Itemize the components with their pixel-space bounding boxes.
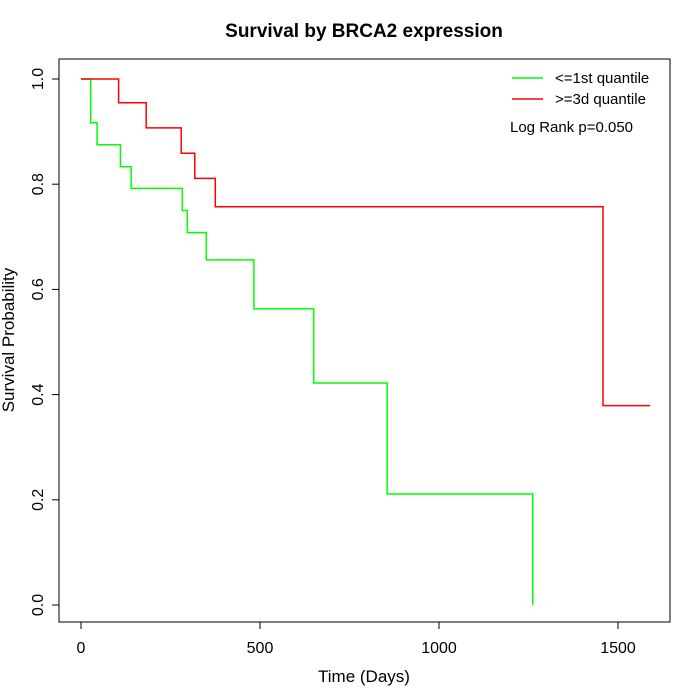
y-tick-label: 0.6 [30,278,47,300]
legend-label-1: >=3d quantile [555,91,646,108]
series-layer [81,78,651,605]
x-tick-label: 500 [247,640,274,657]
x-axis: 0 500 1000 1500 [77,621,636,657]
plot-frame [58,58,671,623]
legend-label-0: <=1st quantile [555,70,649,87]
series-line-1 [81,78,651,407]
legend: <=1st quantile >=3d quantile [512,70,649,108]
x-tick-label: 1500 [600,640,636,657]
y-axis: 0.0 0.2 0.4 0.6 0.8 1.0 [30,68,60,616]
chart-title: Survival by BRCA2 expression [225,21,503,42]
y-tick-label: 0.4 [30,383,47,405]
y-axis-label: Survival Probability [0,267,18,412]
y-tick-label: 0.2 [30,489,47,511]
x-axis-label: Time (Days) [318,667,410,686]
y-tick-label: 0.8 [30,173,47,195]
series-line-0 [81,78,534,605]
x-tick-label: 0 [77,640,86,657]
log-rank-annotation: Log Rank p=0.050 [510,119,633,136]
x-tick-label: 1000 [421,640,457,657]
y-tick-label: 0.0 [30,594,47,616]
y-tick-label: 1.0 [30,68,47,90]
